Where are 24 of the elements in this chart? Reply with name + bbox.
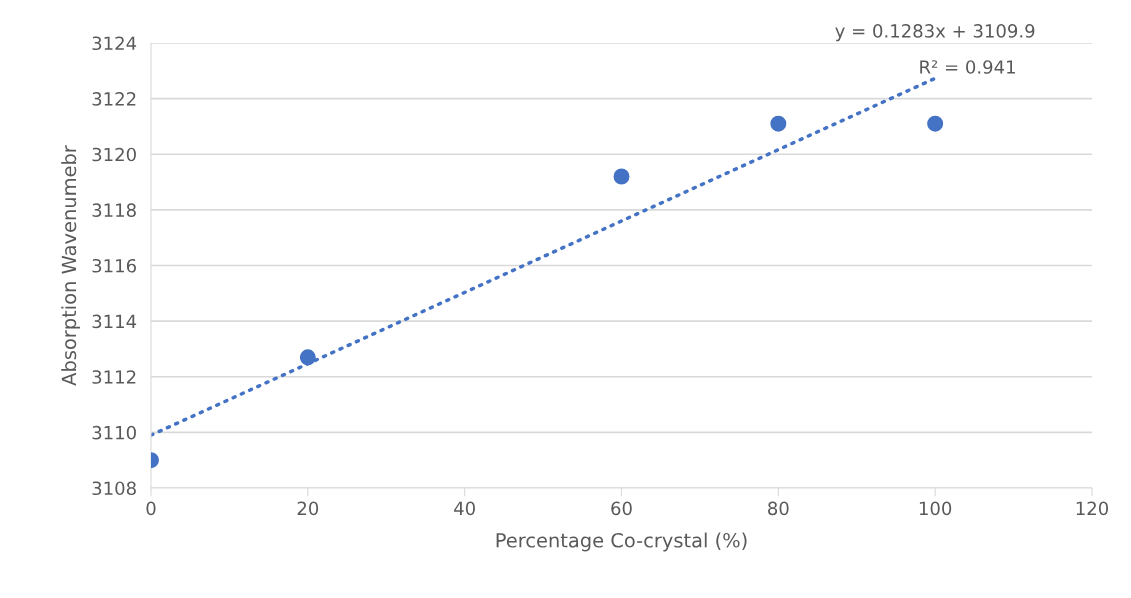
y-axis-title: Absorption Wavenumebr [61,145,81,386]
x-tick-label: 100 [919,501,952,516]
x-tick-label: 0 [146,501,156,516]
y-tick-label: 3122 [92,92,136,106]
x-axis-title: Percentage Co-crystal (%) [496,532,747,552]
y-tick-label: 3118 [92,203,136,217]
annotation: R² = 0.941 [920,60,1015,74]
x-tick-label: 20 [297,501,319,516]
point [927,115,944,132]
y-tick-label: 3110 [92,425,136,440]
point [613,168,630,185]
y-tick-label: 3124 [92,36,137,51]
point [770,115,787,132]
y-tick-label: 3114 [92,314,137,329]
y-tick-label: 3116 [92,258,136,273]
y-tick-label: 3112 [92,370,136,384]
x-tick-label: 40 [454,501,475,516]
x-tick-label: 80 [768,501,789,516]
x-tick-label: 120 [1076,501,1109,516]
y-tick-label: 3108 [92,481,136,496]
annotation: y = 0.1283x + 3109.9 [835,24,1035,42]
point [299,349,316,366]
y-tick-label: 3120 [92,147,136,162]
x-tick-label: 60 [611,501,632,516]
